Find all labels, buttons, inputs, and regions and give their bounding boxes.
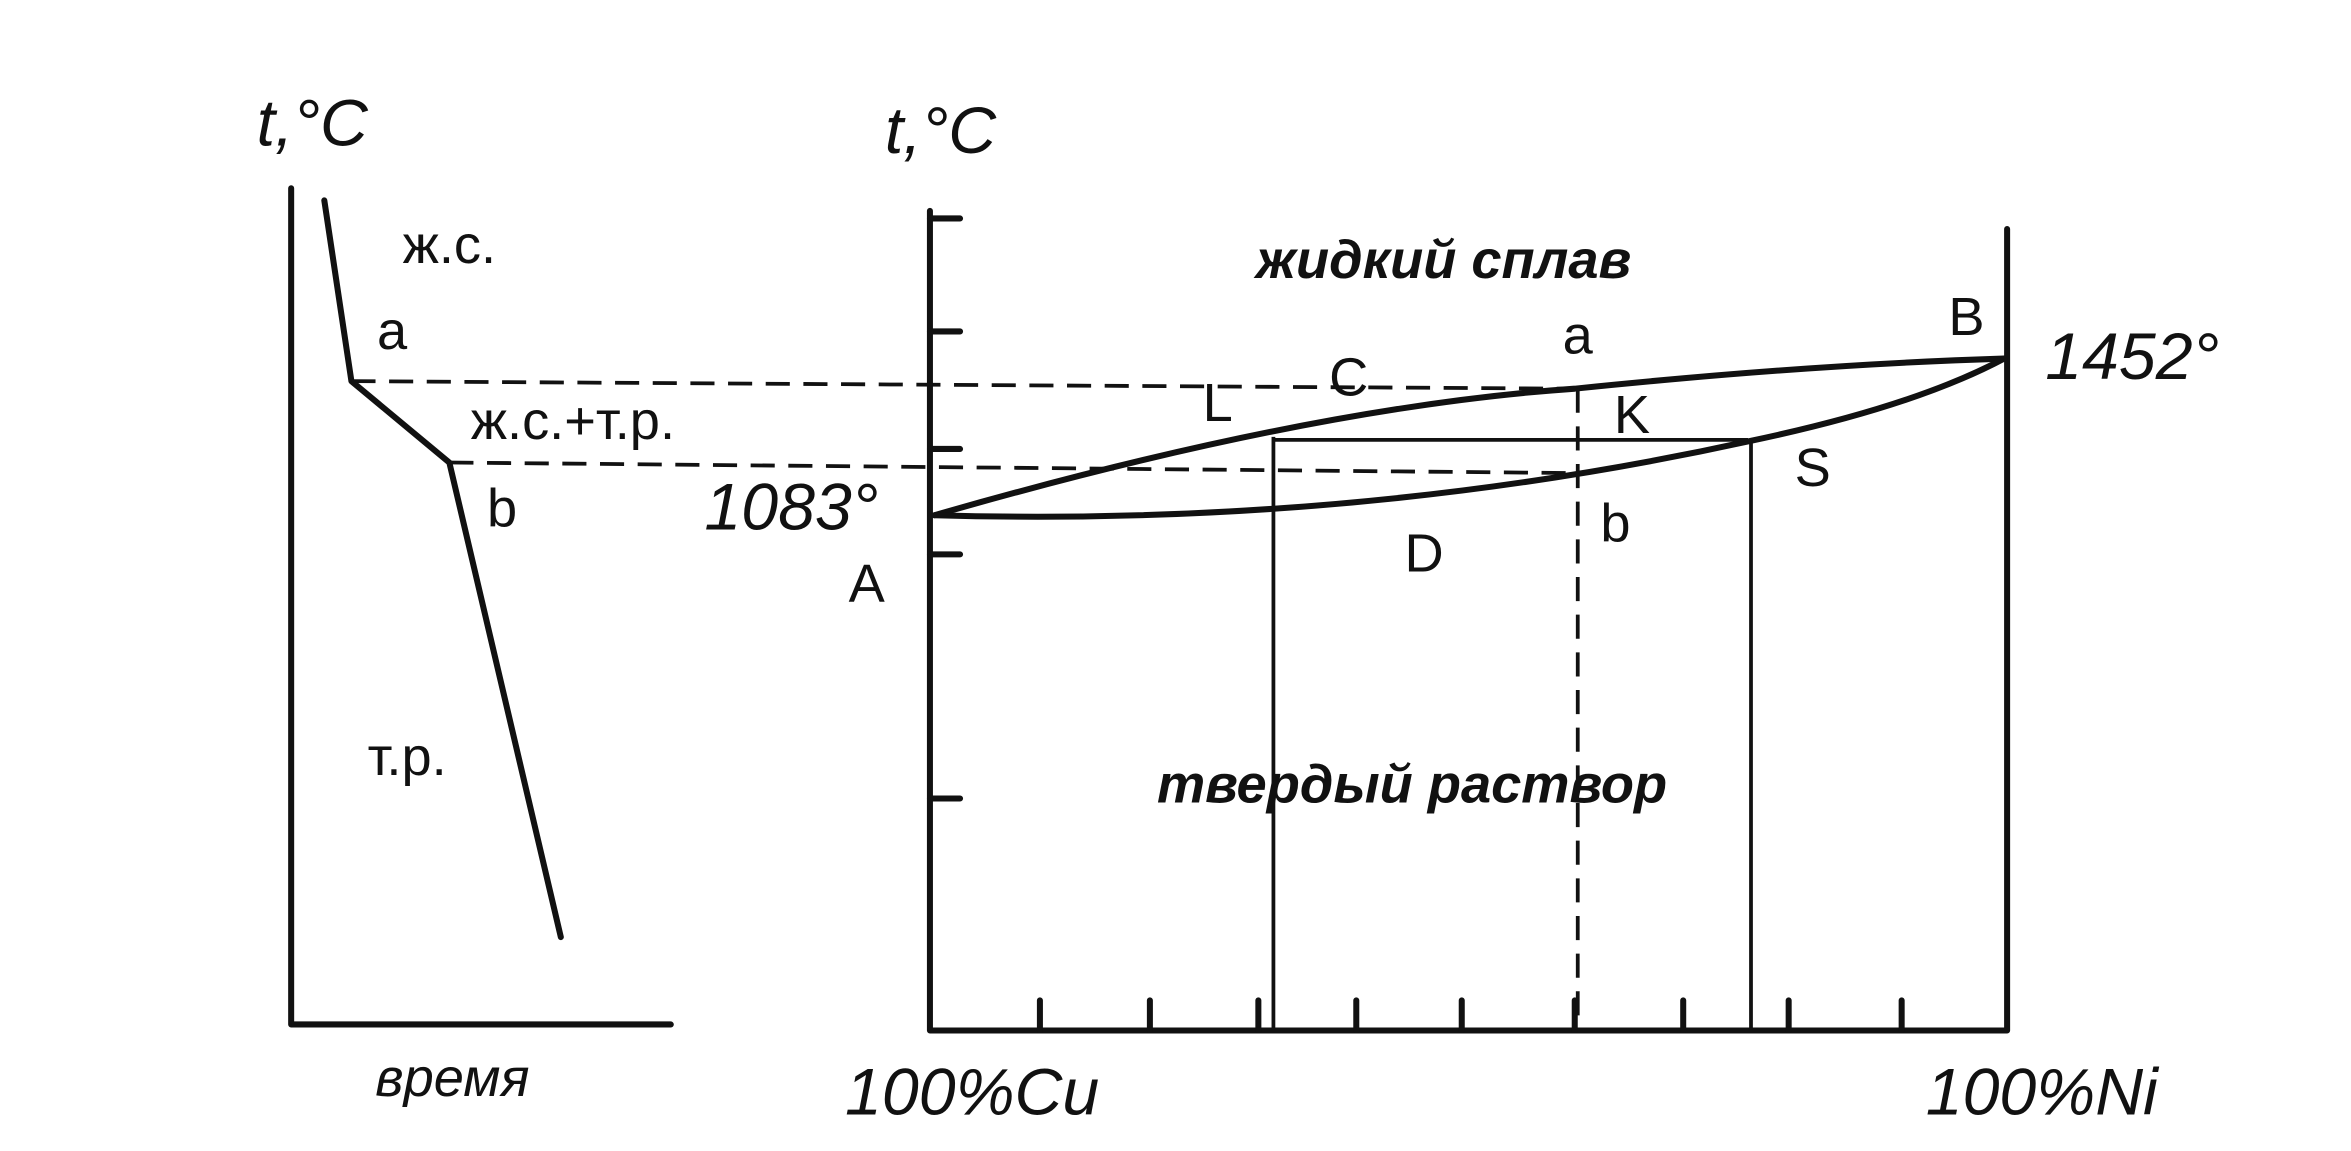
region-label: жидкий сплав	[1253, 230, 1631, 290]
point-label: S	[1795, 438, 1831, 498]
x-label: 100%Ni	[1926, 1055, 2160, 1129]
region-label: ж.с.	[403, 215, 497, 275]
axes	[288, 185, 674, 1028]
cooling-curve: t,°C ж.с. a ж.с.+т.р. b т.р. время	[257, 87, 675, 1108]
region-label: ж.с.+т.р.	[471, 391, 675, 451]
dashed-line	[449, 460, 1575, 475]
dashed-line	[351, 379, 1575, 391]
point-label: b	[1600, 494, 1630, 554]
axis-label: t,°C	[885, 94, 997, 168]
point-label: K	[1614, 385, 1650, 445]
liquidus	[931, 355, 2008, 519]
point-label: A	[849, 554, 886, 614]
x-label: время	[375, 1048, 529, 1108]
y-ticks	[926, 215, 964, 802]
solidus	[931, 355, 2008, 520]
x-ticks	[1036, 997, 1905, 1034]
axes	[926, 207, 2011, 1034]
point-label: a	[1563, 305, 1594, 365]
vertical-line	[1271, 436, 1753, 1031]
point-label: C	[1329, 347, 1368, 407]
temperature-label: 1083°	[704, 471, 878, 545]
x-label: 100%Cu	[845, 1055, 1099, 1129]
temperature-label: 1452°	[2045, 320, 2219, 394]
point-label: L	[1203, 373, 1233, 433]
region-label: твердый раствор	[1157, 754, 1667, 814]
point-label: B	[1948, 287, 1984, 347]
point-label: D	[1405, 524, 1444, 584]
axis-label: t,°C	[257, 87, 369, 161]
point-label: a	[377, 301, 408, 361]
point-label: b	[487, 479, 517, 539]
phase-diagram: t,°C жидкий сплав a B 1452° L C K S 1083…	[704, 94, 2219, 1129]
region-label: т.р.	[368, 727, 447, 787]
cooling-line	[321, 197, 564, 941]
